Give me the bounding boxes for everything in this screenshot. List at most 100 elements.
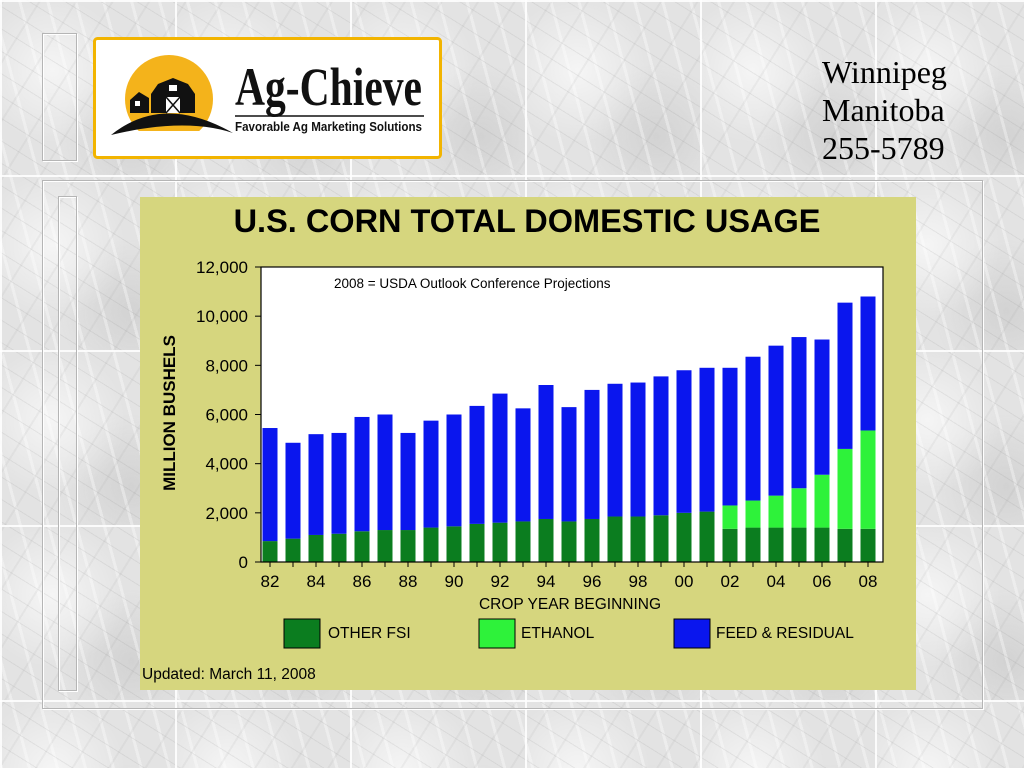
- y-tick-label: 4,000: [205, 455, 248, 474]
- barn-sun-logo-icon: [111, 55, 233, 145]
- bar-feed-residual-00: [676, 370, 692, 513]
- bar-other-fsi-02: [722, 528, 738, 562]
- chart-title: U.S. CORN TOTAL DOMESTIC USAGE: [234, 203, 821, 239]
- frame-main: [42, 180, 983, 709]
- bar-other-fsi-00: [676, 512, 692, 562]
- chart-panel: U.S. CORN TOTAL DOMESTIC USAGE 2008 = US…: [140, 197, 916, 690]
- bar-other-fsi-87: [377, 530, 393, 562]
- bar-feed-residual-07: [837, 302, 853, 449]
- bar-feed-residual-83: [285, 442, 301, 539]
- bar-feed-residual-91: [469, 405, 485, 524]
- x-tick-label: 82: [261, 572, 280, 591]
- x-tick-label: 88: [399, 572, 418, 591]
- bar-other-fsi-86: [354, 531, 370, 562]
- legend-swatch-other-fsi: [283, 618, 321, 649]
- bar-feed-residual-96: [584, 389, 600, 519]
- axes: 82 84 86 88 90 92 94 96 98 00 02 04 06 08 0 2,000 4,000 6…: [196, 258, 877, 591]
- bar-feed-residual-98: [630, 382, 646, 517]
- contact-city: Winnipeg: [822, 54, 947, 90]
- x-tick-label: 06: [813, 572, 832, 591]
- bar-other-fsi-89: [423, 527, 439, 562]
- bar-other-fsi-97: [607, 516, 623, 562]
- corn-usage-chart: U.S. CORN TOTAL DOMESTIC USAGE 2008 = US…: [142, 203, 884, 683]
- logo-name: Ag-Chieve: [235, 57, 422, 117]
- bars-layer: [262, 296, 876, 562]
- bar-feed-residual-84: [308, 434, 324, 535]
- x-tick-label: 90: [445, 572, 464, 591]
- updated-footnote: Updated: March 11, 2008: [142, 666, 316, 683]
- bar-other-fsi-03: [745, 527, 761, 562]
- bar-other-fsi-82: [262, 541, 278, 562]
- bar-feed-residual-90: [446, 414, 462, 527]
- contact-info: Winnipeg Manitoba 255-5789: [822, 53, 1002, 167]
- y-tick-label: 6,000: [205, 406, 248, 425]
- bar-ethanol-05: [791, 488, 807, 528]
- bar-feed-residual-93: [515, 408, 531, 522]
- contact-phone: 255-5789: [822, 130, 945, 166]
- legend-label-ethanol: ETHANOL: [521, 625, 595, 642]
- bar-ethanol-02: [722, 505, 738, 529]
- bar-other-fsi-05: [791, 527, 807, 562]
- bar-feed-residual-01: [699, 367, 715, 512]
- x-tick-label: 02: [721, 572, 740, 591]
- bar-feed-residual-02: [722, 367, 738, 506]
- x-tick-label: 96: [583, 572, 602, 591]
- y-tick-label: 8,000: [205, 356, 248, 375]
- legend-swatch-ethanol: [478, 618, 516, 649]
- bar-ethanol-07: [837, 448, 853, 529]
- x-tick-label: 84: [307, 572, 326, 591]
- frame-top-left: [42, 33, 77, 161]
- legend-label-feed-residual: FEED & RESIDUAL: [716, 625, 854, 642]
- bar-feed-residual-92: [492, 393, 508, 523]
- bar-feed-residual-05: [791, 337, 807, 489]
- bar-ethanol-03: [745, 500, 761, 528]
- x-axis-label: CROP YEAR BEGINNING: [479, 596, 661, 613]
- bar-feed-residual-89: [423, 420, 439, 528]
- bar-other-fsi-85: [331, 533, 347, 562]
- bar-feed-residual-86: [354, 416, 370, 532]
- x-tick-label: 08: [859, 572, 878, 591]
- bar-other-fsi-99: [653, 515, 669, 562]
- bar-other-fsi-95: [561, 521, 577, 562]
- bar-other-fsi-83: [285, 538, 301, 562]
- bar-other-fsi-84: [308, 534, 324, 562]
- chart-annotation: 2008 = USDA Outlook Conference Projectio…: [334, 276, 611, 291]
- bar-feed-residual-82: [262, 428, 278, 542]
- bar-other-fsi-96: [584, 518, 600, 562]
- bar-feed-residual-87: [377, 414, 393, 531]
- bar-feed-residual-97: [607, 383, 623, 517]
- company-logo: Ag-Chieve Favorable Ag Marketing Solutio…: [93, 37, 442, 159]
- bar-other-fsi-88: [400, 530, 416, 562]
- y-axis-label: MILLION BUSHELS: [160, 335, 179, 491]
- x-tick-label: 98: [629, 572, 648, 591]
- bar-other-fsi-08: [860, 528, 876, 562]
- bar-other-fsi-98: [630, 516, 646, 562]
- bar-other-fsi-92: [492, 522, 508, 562]
- y-tick-label: 10,000: [196, 307, 248, 326]
- bar-ethanol-04: [768, 495, 784, 528]
- bar-feed-residual-95: [561, 407, 577, 522]
- bar-other-fsi-90: [446, 526, 462, 562]
- bar-other-fsi-91: [469, 523, 485, 562]
- legend: OTHER FSI ETHANOL FEED & RESIDUAL: [283, 618, 854, 649]
- bar-feed-residual-08: [860, 296, 876, 431]
- x-tick-label: 00: [675, 572, 694, 591]
- bar-other-fsi-01: [699, 511, 715, 562]
- bar-ethanol-06: [814, 474, 830, 528]
- bar-feed-residual-04: [768, 345, 784, 496]
- bar-feed-residual-85: [331, 432, 347, 534]
- frame-inner-bar: [58, 196, 77, 691]
- x-tick-label: 04: [767, 572, 786, 591]
- x-tick-label: 94: [537, 572, 556, 591]
- y-tick-label: 2,000: [205, 504, 248, 523]
- legend-label-other-fsi: OTHER FSI: [328, 625, 411, 642]
- contact-province: Manitoba: [822, 92, 945, 128]
- bar-other-fsi-93: [515, 521, 531, 562]
- bar-feed-residual-88: [400, 432, 416, 531]
- bar-ethanol-08: [860, 430, 876, 529]
- bar-other-fsi-07: [837, 528, 853, 562]
- bar-feed-residual-94: [538, 385, 554, 519]
- bar-feed-residual-06: [814, 339, 830, 475]
- y-tick-label: 0: [239, 553, 248, 572]
- bar-other-fsi-94: [538, 518, 554, 562]
